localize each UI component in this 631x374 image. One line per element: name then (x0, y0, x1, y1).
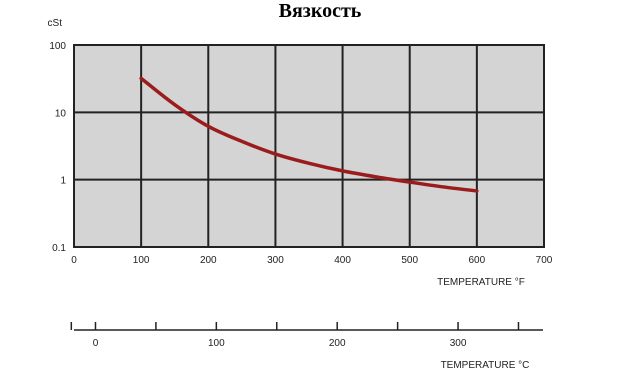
chart-title: Вязкость (279, 0, 362, 22)
celsius-axis-ticks: 0 100 200 300 (70, 322, 520, 349)
viscosity-curve (139, 76, 479, 193)
celsius-tick-label: 100 (208, 338, 225, 349)
y-tick-label: 1 (60, 176, 66, 187)
celsius-tick-label: 200 (329, 338, 346, 349)
y-axis-label: cSt (48, 18, 63, 29)
x-tick-label: 400 (334, 255, 351, 266)
y-tick-label: 100 (49, 41, 66, 52)
x-tick-label: 0 (71, 255, 77, 266)
x-tick-label: 500 (401, 255, 418, 266)
celsius-tick-label: 300 (450, 338, 467, 349)
x-axis-title-fahrenheit: TEMPERATURE °F (437, 277, 525, 288)
x-tick-label: 700 (536, 255, 553, 266)
x-tick-label: 200 (200, 255, 217, 266)
x-tick-label: 600 (469, 255, 486, 266)
y-tick-label: 0.1 (52, 243, 66, 254)
y-tick-label: 10 (55, 108, 67, 119)
x-axis-title-celsius: TEMPERATURE °C (441, 360, 530, 371)
celsius-tick-label: 0 (93, 338, 99, 349)
x-tick-label: 100 (133, 255, 150, 266)
grid-lines (74, 45, 544, 247)
plot-area (73, 44, 545, 248)
x-tick-label: 300 (267, 255, 284, 266)
x-axis-ticks: 0 100 200 300 400 500 600 700 (71, 255, 553, 266)
y-axis-ticks: 0.1 1 10 100 (49, 41, 66, 254)
